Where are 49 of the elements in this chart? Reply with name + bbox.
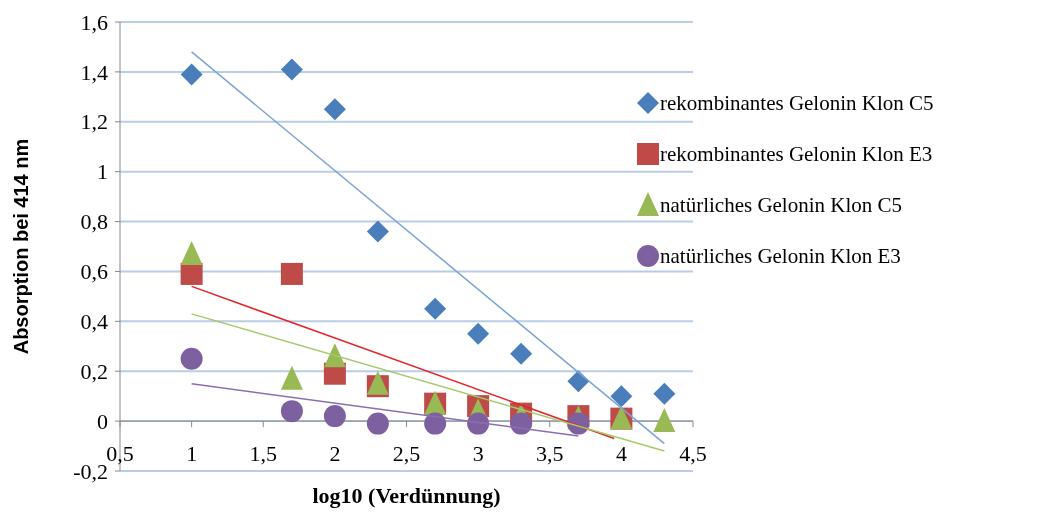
point: [510, 412, 533, 435]
point: [424, 297, 447, 320]
legend-label: rekombinantes Gelonin Klon E3: [660, 142, 933, 167]
y-tick-label: 1,4: [80, 59, 108, 85]
x-tick-label: 1: [186, 441, 198, 467]
point: [467, 322, 490, 345]
point: [280, 58, 303, 81]
y-tick-label: 0,6: [80, 259, 108, 285]
legend-label: natürliches Gelonin Klon C5: [660, 193, 903, 218]
point: [653, 408, 676, 433]
y-axis-title: Absorption bei 414 nm: [10, 138, 32, 355]
y-tick-label: 0: [97, 408, 108, 434]
point: [510, 342, 533, 365]
point: [180, 63, 203, 86]
y-tick-label: 1,6: [80, 9, 108, 35]
point: [280, 262, 303, 285]
point: [424, 412, 447, 435]
point: [366, 412, 389, 435]
y-tick-label: 0,2: [80, 358, 108, 384]
point: [653, 382, 676, 405]
y-tick-label: 0,4: [80, 309, 108, 335]
point: [180, 240, 203, 265]
y-tick-label: 0,8: [80, 209, 108, 235]
point: [323, 98, 346, 121]
x-tick-label: 4: [615, 441, 627, 467]
point: [280, 400, 303, 423]
x-tick-label: 4,5: [679, 441, 707, 467]
point: [280, 365, 303, 390]
x-tick-label: 2: [329, 441, 341, 467]
point: [567, 370, 590, 393]
point: [323, 343, 346, 368]
x-tick-label: 0,5: [106, 441, 134, 467]
y-tick-label: -0,2: [73, 458, 108, 484]
point: [180, 262, 203, 285]
point: [323, 405, 346, 428]
x-axis-title: log10 (Verdünnung): [312, 483, 501, 508]
x-tick-label: 3,5: [536, 441, 564, 467]
legend-label: rekombinantes Gelonin Klon C5: [660, 91, 934, 116]
point: [467, 412, 490, 435]
y-tick-label: 1: [97, 159, 108, 185]
y-tick-label: 1,2: [80, 109, 108, 135]
point: [180, 347, 203, 370]
x-tick-label: 2,5: [392, 441, 421, 467]
point: [366, 220, 389, 243]
x-tick-label: 3: [472, 441, 484, 467]
point: [366, 370, 389, 395]
x-tick-label: 1,5: [249, 441, 277, 467]
legend-label: natürliches Gelonin Klon E3: [660, 244, 901, 269]
point: [610, 385, 633, 408]
